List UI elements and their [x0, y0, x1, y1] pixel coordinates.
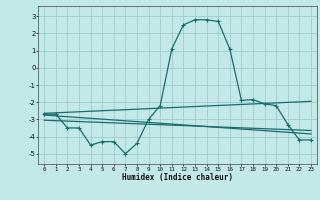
- X-axis label: Humidex (Indice chaleur): Humidex (Indice chaleur): [122, 173, 233, 182]
